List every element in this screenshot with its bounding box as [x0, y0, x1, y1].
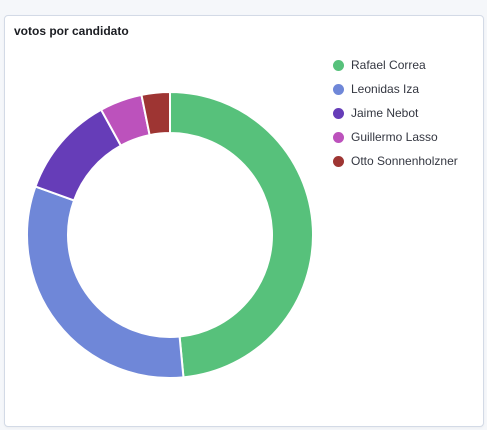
legend-swatch	[333, 131, 344, 143]
donut-slice-leonidas-iza[interactable]	[26, 185, 185, 379]
legend-item-otto-sonnenholzner[interactable]: Otto Sonnenholzner	[333, 149, 458, 173]
donut-chart	[26, 90, 314, 379]
legend-item-jaime-nebot[interactable]: Jaime Nebot	[333, 101, 458, 125]
legend-swatch	[333, 83, 344, 95]
chart-panel: votos por candidato Rafael Correa Leonida…	[4, 15, 484, 427]
legend-swatch	[333, 107, 344, 119]
legend-label: Otto Sonnenholzner	[351, 154, 458, 168]
legend-swatch	[333, 59, 344, 71]
panel-title: votos por candidato	[14, 24, 129, 38]
legend-label: Rafael Correa	[351, 58, 426, 72]
legend-label: Jaime Nebot	[351, 106, 419, 120]
legend-item-rafael-correa[interactable]: Rafael Correa	[333, 53, 458, 77]
donut-slice-rafael-correa[interactable]	[169, 90, 314, 379]
legend-label: Guillermo Lasso	[351, 130, 438, 144]
donut-slice-otto-sonnenholzner[interactable]	[140, 90, 171, 137]
legend-swatch	[333, 155, 344, 167]
legend-item-leonidas-iza[interactable]: Leonidas Iza	[333, 77, 458, 101]
chart-legend: Rafael Correa Leonidas Iza Jaime Nebot Guil…	[333, 53, 458, 173]
legend-item-guillermo-lasso[interactable]: Guillermo Lasso	[333, 125, 458, 149]
legend-label: Leonidas Iza	[351, 82, 420, 96]
